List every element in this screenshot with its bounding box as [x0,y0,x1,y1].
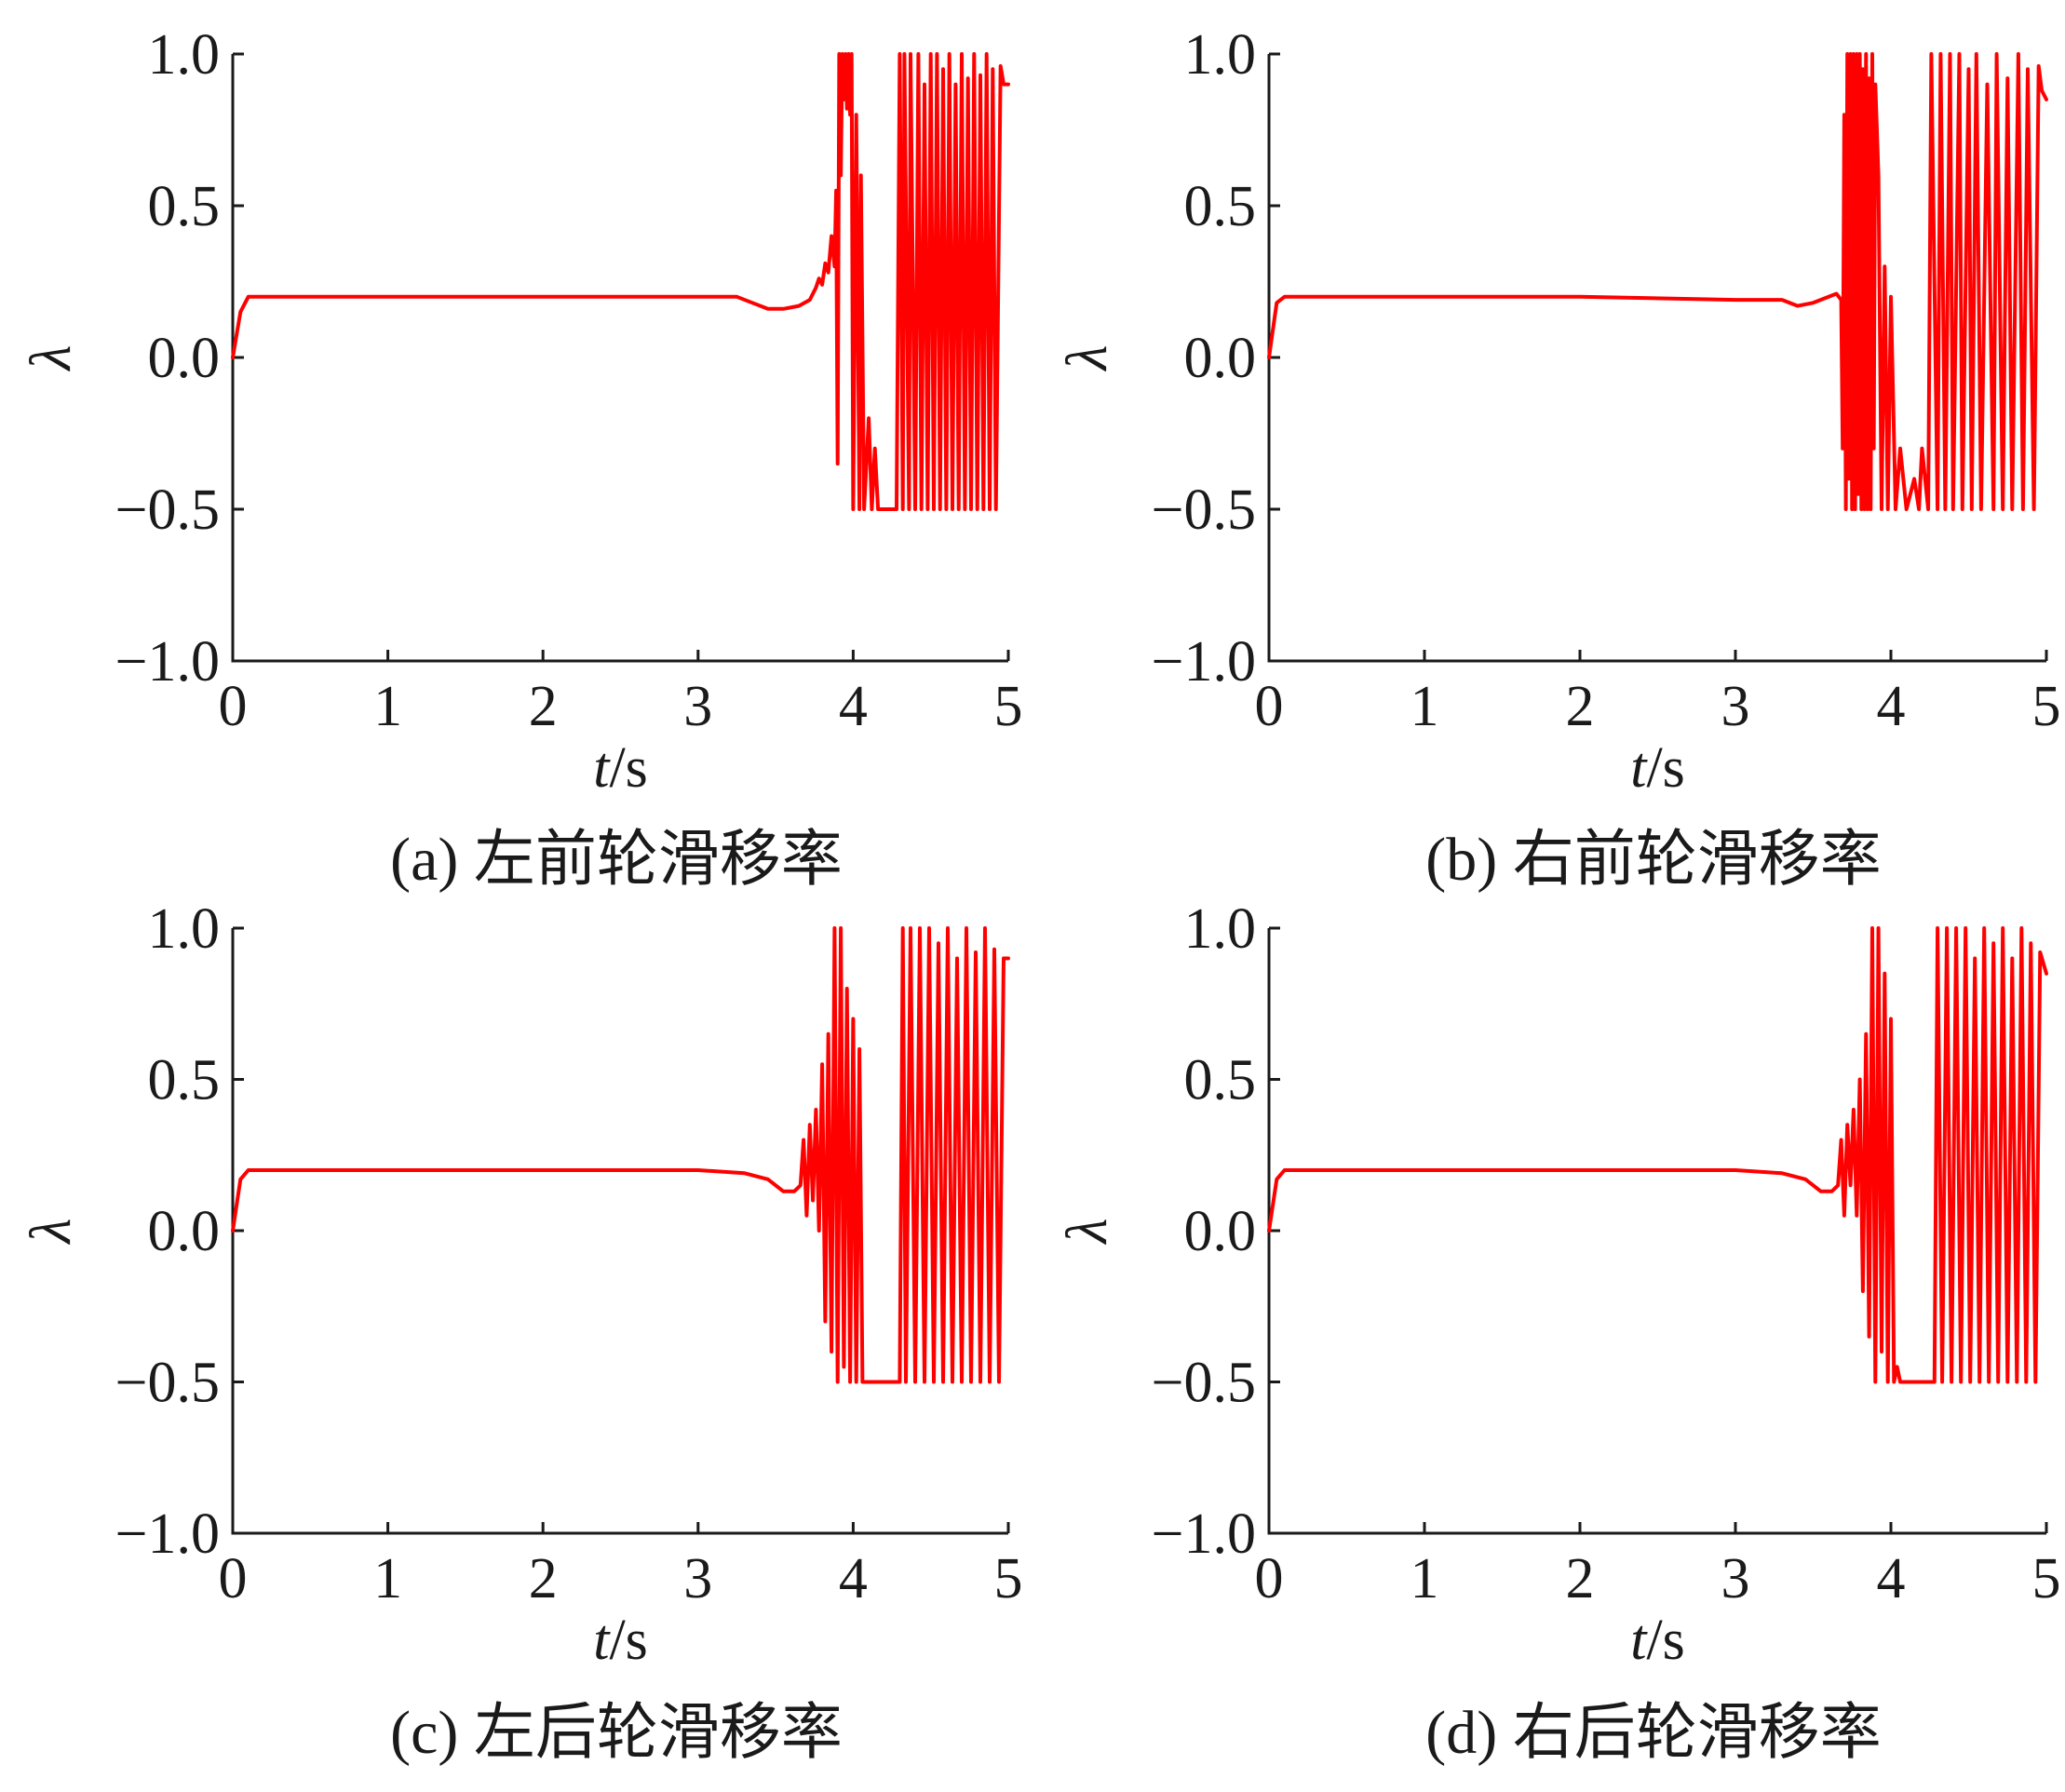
x-tick-label: 5 [994,675,1023,738]
y-axis-label: λ [1056,345,1119,372]
x-axis-label: t/s [593,736,648,800]
series-line [231,926,1010,1384]
y-tick-label: −1.0 [115,1502,220,1566]
x-tick-label: 0 [219,675,248,738]
y-tick-label: 0.0 [148,1200,221,1263]
y-tick-label: 0.5 [1184,1049,1257,1112]
y-tick-label: 1.0 [1184,897,1257,961]
x-tick-label: 0 [219,1547,248,1610]
x-axis-label: t/s [1630,736,1685,800]
x-tick-label: 2 [1566,675,1595,738]
caption-a: (a) 左前轮滑移率 [390,826,843,894]
y-tick-label: −1.0 [1152,630,1256,694]
y-tick-label: 0.5 [148,175,221,238]
caption-b: (b) 右前轮滑移率 [1425,826,1881,894]
x-tick-label: 4 [839,675,868,738]
y-tick-label: 0.5 [1184,175,1257,238]
x-tick-label: 4 [1877,675,1906,738]
x-tick-label: 3 [1721,675,1750,738]
caption-d: (d) 右后轮滑移率 [1425,1699,1881,1767]
x-tick-label: 2 [529,675,558,738]
x-tick-label: 3 [1721,1547,1750,1610]
y-tick-label: 0.5 [148,1049,221,1112]
y-tick-label: 1.0 [148,897,221,961]
x-tick-label: 2 [1566,1547,1595,1610]
series-line [1267,52,2048,511]
x-tick-label: 1 [1410,675,1439,738]
caption-c: (c) 左后轮滑移率 [390,1699,843,1767]
y-tick-label: 0.0 [148,327,221,390]
y-tick-label: −1.0 [115,630,220,694]
x-tick-label: 4 [839,1547,868,1610]
x-tick-label: 1 [373,1547,402,1610]
x-tick-label: 1 [1410,1547,1439,1610]
x-tick-label: 2 [529,1547,558,1610]
panels-layer: 1.00.50.0−0.5−1.00 1 2 3 4 5t/sλ1.00.50.0−0.5… [20,23,2061,1672]
y-tick-label: −1.0 [1152,1502,1256,1566]
y-axis-label: λ [1056,1219,1119,1246]
x-tick-label: 4 [1877,1547,1906,1610]
y-axis-label: λ [20,1219,83,1246]
y-tick-label: 0.0 [1184,327,1257,390]
x-tick-label: 1 [373,675,402,738]
y-tick-label: −0.5 [115,478,220,542]
y-tick-label: −0.5 [1152,478,1256,542]
x-tick-label: 5 [2032,675,2061,738]
x-tick-label: 5 [994,1547,1023,1610]
series-line [1267,926,2048,1384]
x-axis-label: t/s [593,1609,648,1672]
x-tick-label: 0 [1255,1547,1284,1610]
x-tick-label: 5 [2032,1547,2061,1610]
x-tick-label: 3 [683,1547,712,1610]
y-axis-label: λ [20,345,83,372]
x-axis-label: t/s [1630,1609,1685,1672]
y-tick-label: −0.5 [1152,1352,1256,1415]
chart-panel-a: 1.0 0.5 0.0 −0.5 −1.00 1 2 3 4 5 t/s λ [20,23,1023,800]
chart-panel-b: 1.0 0.5 0.0 −0.5 −1.00 1 2 3 4 5 t/s λ [1056,23,2061,800]
series-line [231,52,1010,511]
x-tick-label: 0 [1255,675,1284,738]
x-tick-label: 3 [683,675,712,738]
y-tick-label: 0.0 [1184,1200,1257,1263]
chart-panel-d: 1.0 0.5 0.0 −0.5 −1.00 1 2 3 4 5 t/s λ [1056,897,2061,1672]
y-tick-label: 1.0 [1184,23,1257,87]
chart-panel-c: 1.0 0.5 0.0 −0.5 −1.00 1 2 3 4 5 t/s λ [20,897,1023,1672]
y-tick-label: −0.5 [115,1352,220,1415]
y-tick-label: 1.0 [148,23,221,87]
